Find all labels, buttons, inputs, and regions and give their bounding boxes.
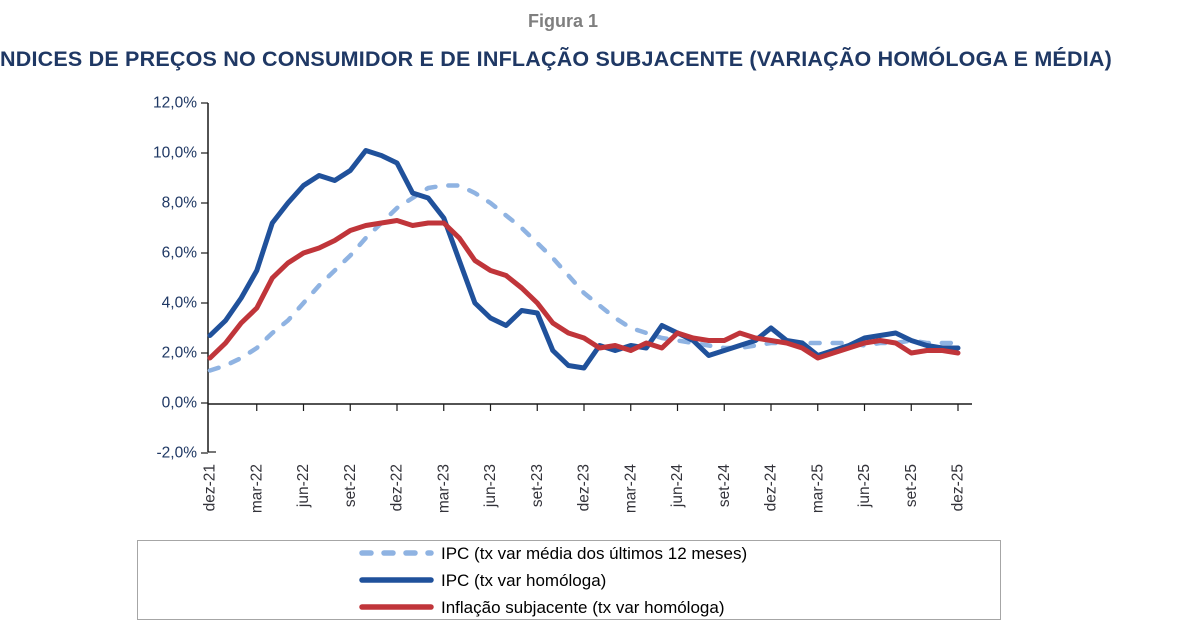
svg-text:set-22: set-22	[342, 464, 359, 507]
svg-text:4,0%: 4,0%	[162, 295, 198, 312]
legend-label-ipc-media: IPC (tx var média dos últimos 12 meses)	[441, 543, 748, 563]
figure-subtitle: NDICES DE PREÇOS NO CONSUMIDOR E DE INFL…	[0, 47, 1112, 71]
solid-line-icon	[359, 604, 434, 610]
svg-text:jun-22: jun-22	[295, 464, 312, 508]
svg-text:12,0%: 12,0%	[153, 95, 197, 112]
svg-text:dez-23: dez-23	[576, 464, 593, 511]
svg-text:dez-24: dez-24	[763, 464, 780, 512]
svg-text:set-24: set-24	[716, 464, 733, 507]
legend: IPC (tx var média dos últimos 12 meses) …	[137, 540, 1001, 620]
figure-title: Figura 1	[527, 11, 598, 31]
legend-item-ipc-homologa: IPC (tx var homóloga)	[359, 567, 1000, 594]
svg-text:jun-23: jun-23	[482, 464, 499, 508]
svg-text:mar-22: mar-22	[248, 464, 265, 513]
svg-text:0,0%: 0,0%	[162, 395, 198, 412]
svg-text:mar-24: mar-24	[622, 464, 639, 513]
svg-text:jun-25: jun-25	[856, 464, 873, 508]
svg-text:6,0%: 6,0%	[162, 245, 198, 262]
legend-item-inflacao-subjacente: Inflação subjacente (tx var homóloga)	[359, 594, 1000, 621]
svg-text:mar-25: mar-25	[809, 464, 826, 513]
legend-item-ipc-media: IPC (tx var média dos últimos 12 meses)	[359, 540, 1000, 567]
solid-line-icon	[359, 577, 434, 583]
svg-text:8,0%: 8,0%	[162, 195, 198, 212]
svg-text:dez-22: dez-22	[389, 464, 406, 511]
svg-text:10,0%: 10,0%	[153, 145, 197, 162]
legend-label-inflacao-subjacente: Inflação subjacente (tx var homóloga)	[441, 597, 725, 617]
svg-text:set-25: set-25	[903, 464, 920, 507]
svg-text:mar-23: mar-23	[435, 464, 452, 513]
svg-text:jun-24: jun-24	[669, 464, 686, 508]
svg-text:2,0%: 2,0%	[162, 345, 198, 362]
legend-label-ipc-homologa: IPC (tx var homóloga)	[441, 570, 607, 590]
svg-text:dez-25: dez-25	[950, 464, 967, 511]
dashed-line-icon	[359, 550, 434, 556]
svg-text:-2,0%: -2,0%	[157, 445, 198, 462]
svg-text:dez-21: dez-21	[202, 464, 219, 511]
svg-text:set-23: set-23	[529, 464, 546, 507]
